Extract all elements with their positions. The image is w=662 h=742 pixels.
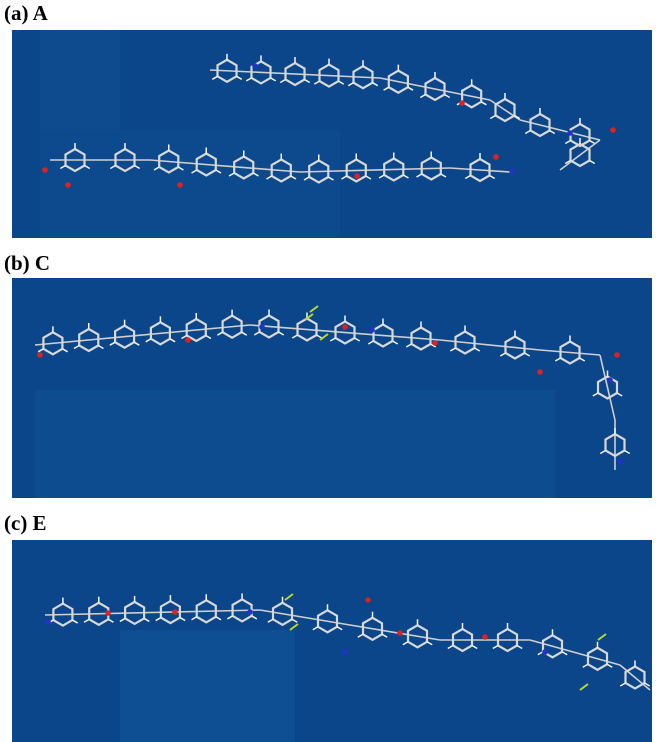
atom [252,63,258,69]
panel-label: (c) E [4,511,47,535]
atom [172,609,178,615]
atom [614,352,620,358]
atom [617,459,623,465]
atom [369,327,375,333]
atom [607,377,613,383]
atom [567,130,573,136]
atom [247,609,253,615]
panel-shade [40,130,340,238]
atom [610,127,616,133]
atom [105,610,111,616]
atom [459,100,465,106]
atom [509,168,515,174]
atom [365,597,371,603]
atom [493,154,499,160]
atom [432,340,438,346]
atom [259,324,265,330]
atom [342,649,348,655]
atom [42,167,48,173]
panel-background [12,540,652,742]
atom [45,619,51,625]
panel-label: (b) C [4,251,50,275]
atom [482,634,488,640]
figure: (a) A (b) C (c) E [0,0,662,742]
panel-label: (a) A [4,1,49,25]
atom [342,324,348,330]
atom [397,630,403,636]
atom [177,182,183,188]
atom [65,182,71,188]
panel-shade [120,630,295,742]
atom [37,352,43,358]
atom [185,337,191,343]
atom [354,173,360,179]
panel-shade [35,390,555,498]
atom [537,369,543,375]
atom [542,649,548,655]
